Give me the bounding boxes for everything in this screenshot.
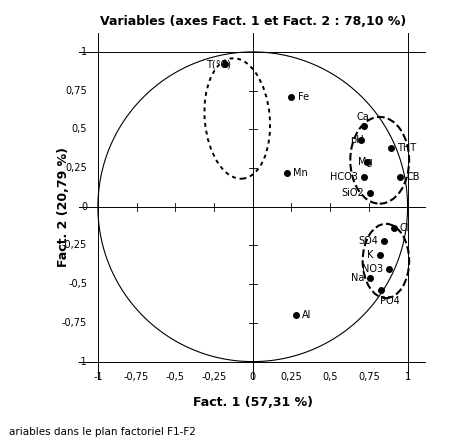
Text: 0,5: 0,5 [322,373,338,382]
Text: NO3: NO3 [362,264,383,274]
Text: SO4: SO4 [358,236,378,246]
Text: Ca: Ca [356,112,369,122]
Text: -0,5: -0,5 [68,279,87,289]
Text: 1: 1 [81,47,87,57]
Text: PO4: PO4 [380,296,400,306]
Text: HCO3: HCO3 [330,172,358,182]
Text: 0: 0 [81,202,87,212]
Text: THT: THT [397,143,416,153]
Text: -0,25: -0,25 [62,240,87,250]
Text: Al: Al [302,310,312,320]
Text: 0,75: 0,75 [65,86,87,96]
Text: 0,25: 0,25 [281,373,302,382]
Text: -0,75: -0,75 [62,318,87,328]
Text: K: K [367,250,374,260]
Text: -1: -1 [93,373,103,382]
Text: 1: 1 [404,373,410,382]
Text: Fact. 1 (57,31 %): Fact. 1 (57,31 %) [193,396,313,409]
Text: pH: pH [350,135,364,145]
Text: CB: CB [406,172,419,182]
Text: Cl: Cl [400,224,410,233]
Text: -0,75: -0,75 [124,373,149,382]
Text: T(°C): T(°C) [206,59,231,69]
Text: Mn: Mn [293,168,308,178]
Text: -0,25: -0,25 [201,373,227,382]
Text: Mg: Mg [358,157,373,167]
Text: 0,5: 0,5 [72,124,87,135]
Text: -0,5: -0,5 [166,373,185,382]
Text: Fe: Fe [298,92,309,102]
Text: Fact. 2 (20,79 %): Fact. 2 (20,79 %) [57,147,70,267]
Text: SiO2: SiO2 [341,188,364,198]
Text: -1: -1 [77,357,87,366]
Text: Na: Na [351,273,364,283]
Text: 0: 0 [250,373,256,382]
Text: 0,75: 0,75 [358,373,380,382]
Text: ariables dans le plan factoriel F1-F2: ariables dans le plan factoriel F1-F2 [9,426,196,437]
Text: 0,25: 0,25 [65,163,87,173]
Title: Variables (axes Fact. 1 et Fact. 2 : 78,10 %): Variables (axes Fact. 1 et Fact. 2 : 78,… [100,15,406,28]
